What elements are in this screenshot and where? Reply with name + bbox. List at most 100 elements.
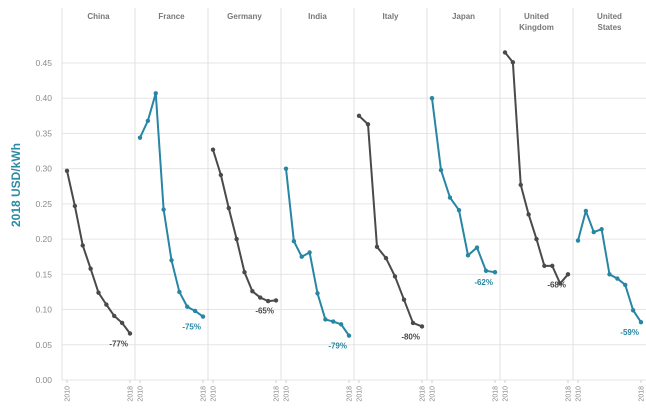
- y-tick-label: 0.35: [35, 128, 52, 138]
- panel-title: Germany: [227, 12, 262, 21]
- y-tick-label: 0.10: [35, 305, 52, 315]
- series-line: [358, 115, 423, 328]
- panel-india: India 2010 2018 -79%: [280, 8, 354, 402]
- data-point: [153, 91, 158, 96]
- series-line: [139, 92, 204, 318]
- data-point: [401, 297, 407, 302]
- data-point: [356, 113, 362, 119]
- data-point: [273, 298, 279, 303]
- change-label: -59%: [620, 328, 639, 337]
- x-tick-label: 2010: [576, 386, 583, 402]
- data-point: [161, 207, 166, 212]
- data-point: [526, 212, 531, 217]
- data-point: [465, 253, 471, 258]
- change-label: -68%: [547, 280, 566, 289]
- x-tick-label: 2010: [65, 386, 72, 402]
- data-point: [258, 295, 263, 300]
- data-point: [638, 320, 644, 325]
- panel-japan: Japan 2010 2018 -62%: [426, 8, 500, 402]
- data-point: [299, 254, 304, 259]
- panel-china: China 2010 2018 -77%: [61, 8, 135, 402]
- data-point: [226, 205, 231, 211]
- data-point: [599, 227, 604, 232]
- data-point: [502, 50, 508, 55]
- panel-title: China: [87, 12, 110, 21]
- data-point: [447, 195, 453, 200]
- data-point: [72, 203, 78, 209]
- data-point: [392, 274, 398, 279]
- data-point: [112, 313, 117, 319]
- x-tick-label: 2010: [503, 386, 510, 402]
- data-point: [283, 166, 289, 171]
- data-point: [534, 236, 539, 242]
- y-tick-label: 0.45: [35, 58, 52, 68]
- data-point: [315, 291, 320, 296]
- y-tick-label: 0.15: [35, 269, 52, 279]
- data-point: [96, 290, 101, 295]
- x-tick-label: 2018: [347, 386, 354, 402]
- data-point: [88, 266, 93, 271]
- series-line: [431, 98, 496, 274]
- x-tick-label: 2018: [493, 386, 500, 402]
- data-point: [323, 317, 328, 322]
- data-point: [550, 263, 555, 269]
- panel-title: Japan: [452, 12, 475, 21]
- series-line: [285, 168, 350, 337]
- data-point: [291, 239, 297, 244]
- change-label: -62%: [474, 278, 493, 287]
- series-line: [212, 149, 277, 303]
- x-tick-label: 2018: [639, 386, 646, 402]
- data-point: [137, 135, 143, 140]
- data-point: [542, 263, 547, 269]
- data-point: [583, 208, 589, 214]
- data-point: [185, 304, 190, 309]
- y-tick-label: 0.05: [35, 340, 52, 350]
- x-tick-label: 2010: [357, 386, 364, 402]
- panel-italy: Italy 2010 2018 -80%: [353, 8, 427, 402]
- panel-title: States: [597, 23, 622, 32]
- data-point: [177, 289, 182, 295]
- panel-united-states: United States 2010 2018 -59%: [572, 8, 646, 402]
- x-tick-label: 2018: [274, 386, 281, 402]
- x-tick-label: 2018: [420, 386, 427, 402]
- y-tick-label: 0.00: [35, 375, 52, 385]
- panel-title: India: [308, 12, 327, 21]
- panel-united-kingdom: United Kingdom 2010 2018 -68%: [499, 8, 573, 402]
- data-point: [210, 147, 216, 152]
- panel-title: France: [158, 12, 185, 21]
- data-point: [557, 281, 563, 286]
- y-tick-label: 0.20: [35, 234, 52, 244]
- data-point: [615, 276, 620, 281]
- data-point: [145, 118, 151, 123]
- data-point: [483, 268, 489, 274]
- data-point: [127, 331, 133, 336]
- data-point: [419, 324, 425, 329]
- data-point: [80, 243, 85, 248]
- x-tick-label: 2018: [566, 386, 573, 402]
- panel-title: Kingdom: [519, 23, 554, 32]
- panel-title: United: [524, 12, 549, 21]
- data-point: [492, 270, 498, 275]
- data-point: [242, 270, 247, 275]
- change-label: -65%: [255, 306, 274, 315]
- data-point: [591, 229, 596, 235]
- panel-germany: Germany 2010 2018 -65%: [207, 8, 281, 402]
- data-point: [565, 272, 571, 277]
- data-point: [518, 182, 523, 188]
- data-point: [429, 96, 435, 101]
- x-tick-label: 2010: [138, 386, 145, 402]
- panel-france: France 2010 2018 -75%: [134, 8, 208, 402]
- y-axis-ticks: 0.00 0.05 0.10 0.15 0.20 0.25 0.30 0.35 0.40 0.45: [35, 58, 52, 385]
- y-tick-label: 0.25: [35, 199, 52, 209]
- data-point: [250, 289, 255, 294]
- change-label: -75%: [182, 323, 201, 332]
- change-label: -77%: [109, 340, 128, 349]
- change-label: -80%: [401, 332, 420, 341]
- data-point: [331, 319, 336, 324]
- data-point: [474, 245, 480, 250]
- series-line: [504, 51, 569, 285]
- data-point: [510, 60, 516, 65]
- data-point: [338, 322, 344, 327]
